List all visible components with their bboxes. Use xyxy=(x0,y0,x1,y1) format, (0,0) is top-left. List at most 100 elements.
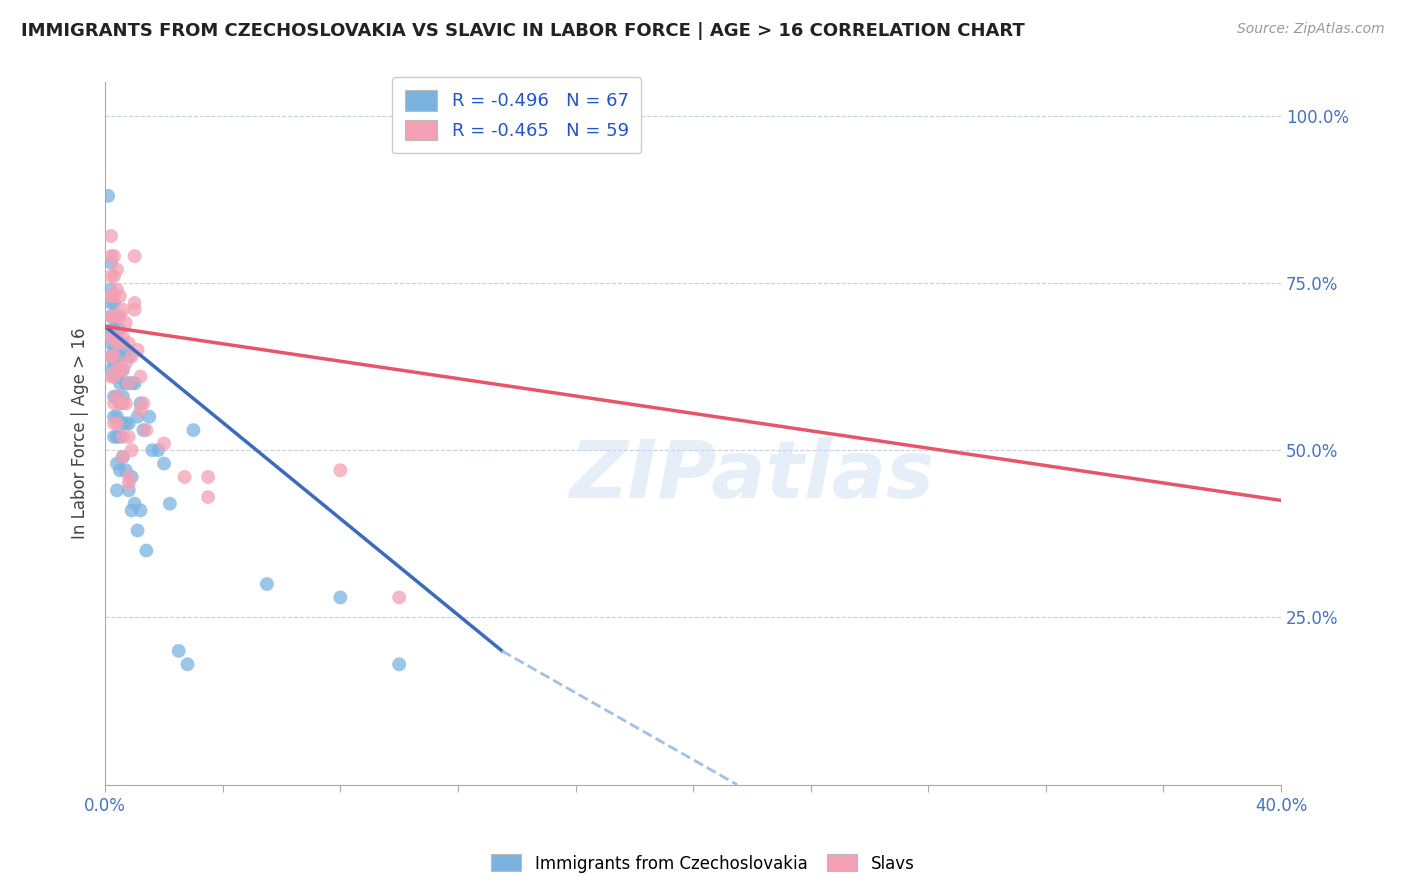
Point xyxy=(100,369,122,384)
Point xyxy=(118,476,141,491)
Point xyxy=(108,396,131,410)
Point xyxy=(105,390,128,404)
Point xyxy=(105,283,128,297)
Point xyxy=(127,409,149,424)
Point xyxy=(105,350,128,364)
Point xyxy=(100,249,122,263)
Point xyxy=(111,450,134,464)
Point xyxy=(124,497,146,511)
Point xyxy=(103,329,125,343)
Point xyxy=(111,363,134,377)
Point xyxy=(153,436,176,450)
Point xyxy=(100,289,122,303)
Point xyxy=(111,396,134,410)
Point xyxy=(105,336,128,351)
Point xyxy=(100,296,122,310)
Point xyxy=(108,310,131,324)
Point xyxy=(108,363,131,377)
Point xyxy=(132,396,155,410)
Point xyxy=(118,376,141,391)
Point xyxy=(129,396,152,410)
Point xyxy=(118,350,141,364)
Point xyxy=(103,369,125,384)
Point xyxy=(111,363,134,377)
Point xyxy=(153,457,176,471)
Point xyxy=(105,262,128,277)
Point xyxy=(111,336,134,351)
Point xyxy=(121,503,143,517)
Point xyxy=(114,356,136,370)
Point xyxy=(100,350,122,364)
Point xyxy=(129,503,152,517)
Point xyxy=(129,403,152,417)
Point xyxy=(105,430,128,444)
Point xyxy=(105,310,128,324)
Text: Source: ZipAtlas.com: Source: ZipAtlas.com xyxy=(1237,22,1385,37)
Text: IMMIGRANTS FROM CZECHOSLOVAKIA VS SLAVIC IN LABOR FORCE | AGE > 16 CORRELATION C: IMMIGRANTS FROM CZECHOSLOVAKIA VS SLAVIC… xyxy=(21,22,1025,40)
Point xyxy=(118,470,141,484)
Legend: Immigrants from Czechoslovakia, Slavs: Immigrants from Czechoslovakia, Slavs xyxy=(485,847,921,880)
Point xyxy=(105,369,128,384)
Point xyxy=(105,483,128,498)
Point xyxy=(103,296,125,310)
Legend: R = -0.496   N = 67, R = -0.465   N = 59: R = -0.496 N = 67, R = -0.465 N = 59 xyxy=(392,77,641,153)
Point xyxy=(159,497,181,511)
Point xyxy=(105,417,128,431)
Point xyxy=(124,296,146,310)
Point xyxy=(118,417,141,431)
Point xyxy=(103,396,125,410)
Point xyxy=(100,310,122,324)
Point xyxy=(111,302,134,317)
Point xyxy=(118,336,141,351)
Point xyxy=(105,390,128,404)
Y-axis label: In Labor Force | Age > 16: In Labor Force | Age > 16 xyxy=(72,327,89,539)
Point xyxy=(108,289,131,303)
Point xyxy=(121,470,143,484)
Point xyxy=(111,329,134,343)
Point xyxy=(121,443,143,458)
Point xyxy=(100,310,122,324)
Point xyxy=(256,577,278,591)
Point xyxy=(103,289,125,303)
Point xyxy=(118,430,141,444)
Point xyxy=(103,323,125,337)
Point xyxy=(100,350,122,364)
Point xyxy=(176,657,198,672)
Point xyxy=(103,269,125,284)
Point xyxy=(135,423,157,437)
Point xyxy=(111,450,134,464)
Point xyxy=(100,336,122,351)
Point xyxy=(329,591,352,605)
Point xyxy=(197,470,219,484)
Point xyxy=(103,350,125,364)
Point xyxy=(114,417,136,431)
Point xyxy=(108,430,131,444)
Point xyxy=(129,369,152,384)
Point xyxy=(114,343,136,357)
Point xyxy=(114,376,136,391)
Point xyxy=(146,443,169,458)
Point xyxy=(100,323,122,337)
Point xyxy=(103,430,125,444)
Point xyxy=(105,409,128,424)
Point xyxy=(97,189,120,203)
Point xyxy=(127,524,149,538)
Point xyxy=(329,463,352,477)
Point xyxy=(105,363,128,377)
Point xyxy=(103,249,125,263)
Point xyxy=(114,463,136,477)
Point xyxy=(103,417,125,431)
Point xyxy=(111,390,134,404)
Point xyxy=(105,457,128,471)
Point xyxy=(388,657,411,672)
Point xyxy=(173,470,195,484)
Point xyxy=(103,343,125,357)
Point xyxy=(121,350,143,364)
Point xyxy=(100,363,122,377)
Text: ZIPatlas: ZIPatlas xyxy=(569,436,935,515)
Point xyxy=(138,409,160,424)
Point xyxy=(124,249,146,263)
Point xyxy=(167,644,190,658)
Point xyxy=(118,483,141,498)
Point xyxy=(132,423,155,437)
